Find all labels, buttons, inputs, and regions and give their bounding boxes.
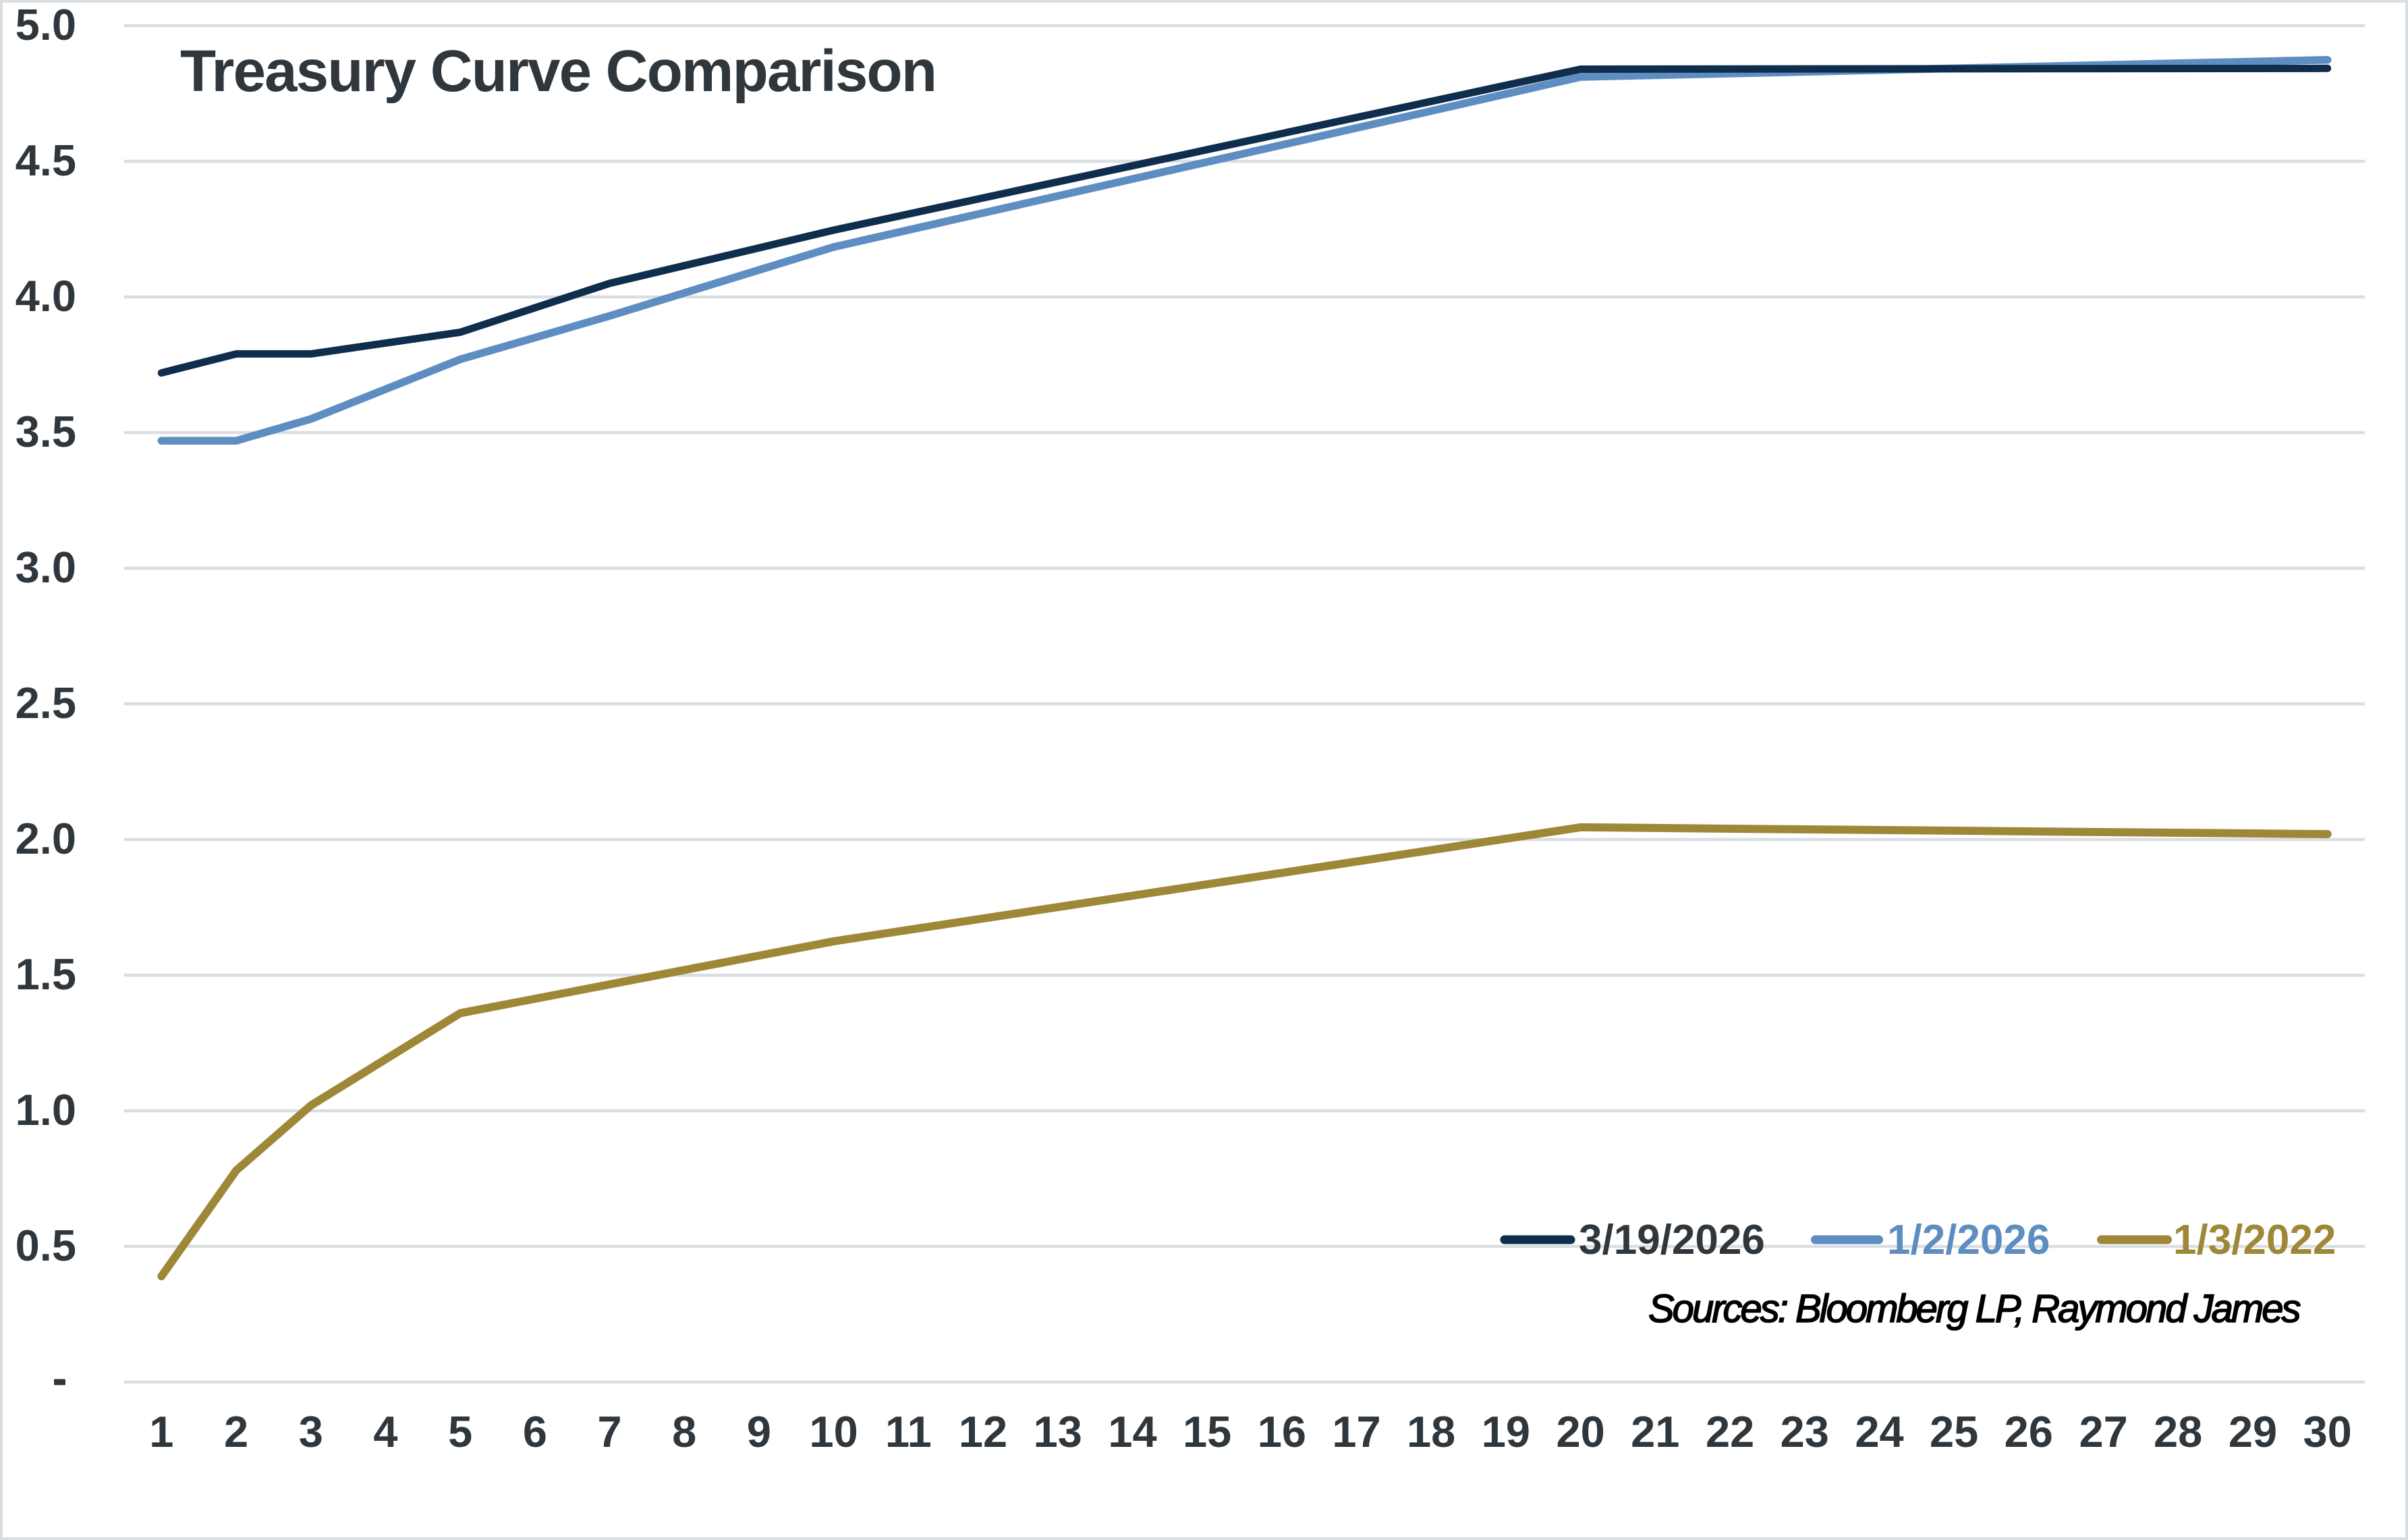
svg-text:4: 4 — [373, 1407, 397, 1456]
svg-text:29: 29 — [2229, 1407, 2277, 1456]
svg-text:2.5: 2.5 — [16, 678, 76, 727]
svg-text:3: 3 — [299, 1407, 323, 1456]
svg-text:8: 8 — [672, 1407, 696, 1456]
svg-text:16: 16 — [1258, 1407, 1306, 1456]
svg-text:2: 2 — [224, 1407, 248, 1456]
svg-text:21: 21 — [1631, 1407, 1679, 1456]
svg-text:1.0: 1.0 — [16, 1085, 76, 1134]
svg-text:7: 7 — [598, 1407, 622, 1456]
svg-text:28: 28 — [2154, 1407, 2202, 1456]
svg-text:2.0: 2.0 — [16, 814, 76, 863]
svg-text:15: 15 — [1183, 1407, 1231, 1456]
svg-text:1.5: 1.5 — [16, 950, 76, 999]
svg-text:5.0: 5.0 — [16, 0, 76, 49]
svg-text:13: 13 — [1034, 1407, 1082, 1456]
svg-text:18: 18 — [1407, 1407, 1455, 1456]
svg-text:10: 10 — [810, 1407, 858, 1456]
svg-text:20: 20 — [1557, 1407, 1605, 1456]
svg-text:6: 6 — [523, 1407, 547, 1456]
svg-text:24: 24 — [1855, 1407, 1903, 1456]
svg-text:4.5: 4.5 — [16, 136, 76, 185]
svg-text:25: 25 — [1930, 1407, 1978, 1456]
svg-text:14: 14 — [1108, 1407, 1156, 1456]
svg-text:4.0: 4.0 — [16, 271, 76, 321]
svg-text:1: 1 — [149, 1407, 173, 1456]
svg-text:17: 17 — [1332, 1407, 1380, 1456]
svg-text:3/19/2026: 3/19/2026 — [1579, 1217, 1765, 1263]
svg-text:3.0: 3.0 — [16, 543, 76, 592]
svg-text:1/3/2022: 1/3/2022 — [2173, 1217, 2336, 1263]
svg-text:11: 11 — [885, 1407, 932, 1456]
svg-text:Treasury Curve Comparison: Treasury Curve Comparison — [180, 38, 936, 104]
svg-text:12: 12 — [959, 1407, 1007, 1456]
svg-text:23: 23 — [1781, 1407, 1829, 1456]
svg-text:Sources: Bloomberg LP, Raymond: Sources: Bloomberg LP, Raymond James — [1648, 1287, 2300, 1331]
svg-text:19: 19 — [1482, 1407, 1530, 1456]
svg-text:26: 26 — [2005, 1407, 2053, 1456]
svg-text:3.5: 3.5 — [16, 407, 76, 456]
svg-text:9: 9 — [747, 1407, 771, 1456]
svg-text:30: 30 — [2303, 1407, 2352, 1456]
svg-text:0.5: 0.5 — [16, 1221, 76, 1270]
svg-text:22: 22 — [1706, 1407, 1754, 1456]
svg-text:1/2/2026: 1/2/2026 — [1887, 1217, 2050, 1263]
svg-text:27: 27 — [2079, 1407, 2127, 1456]
svg-text:5: 5 — [448, 1407, 472, 1456]
